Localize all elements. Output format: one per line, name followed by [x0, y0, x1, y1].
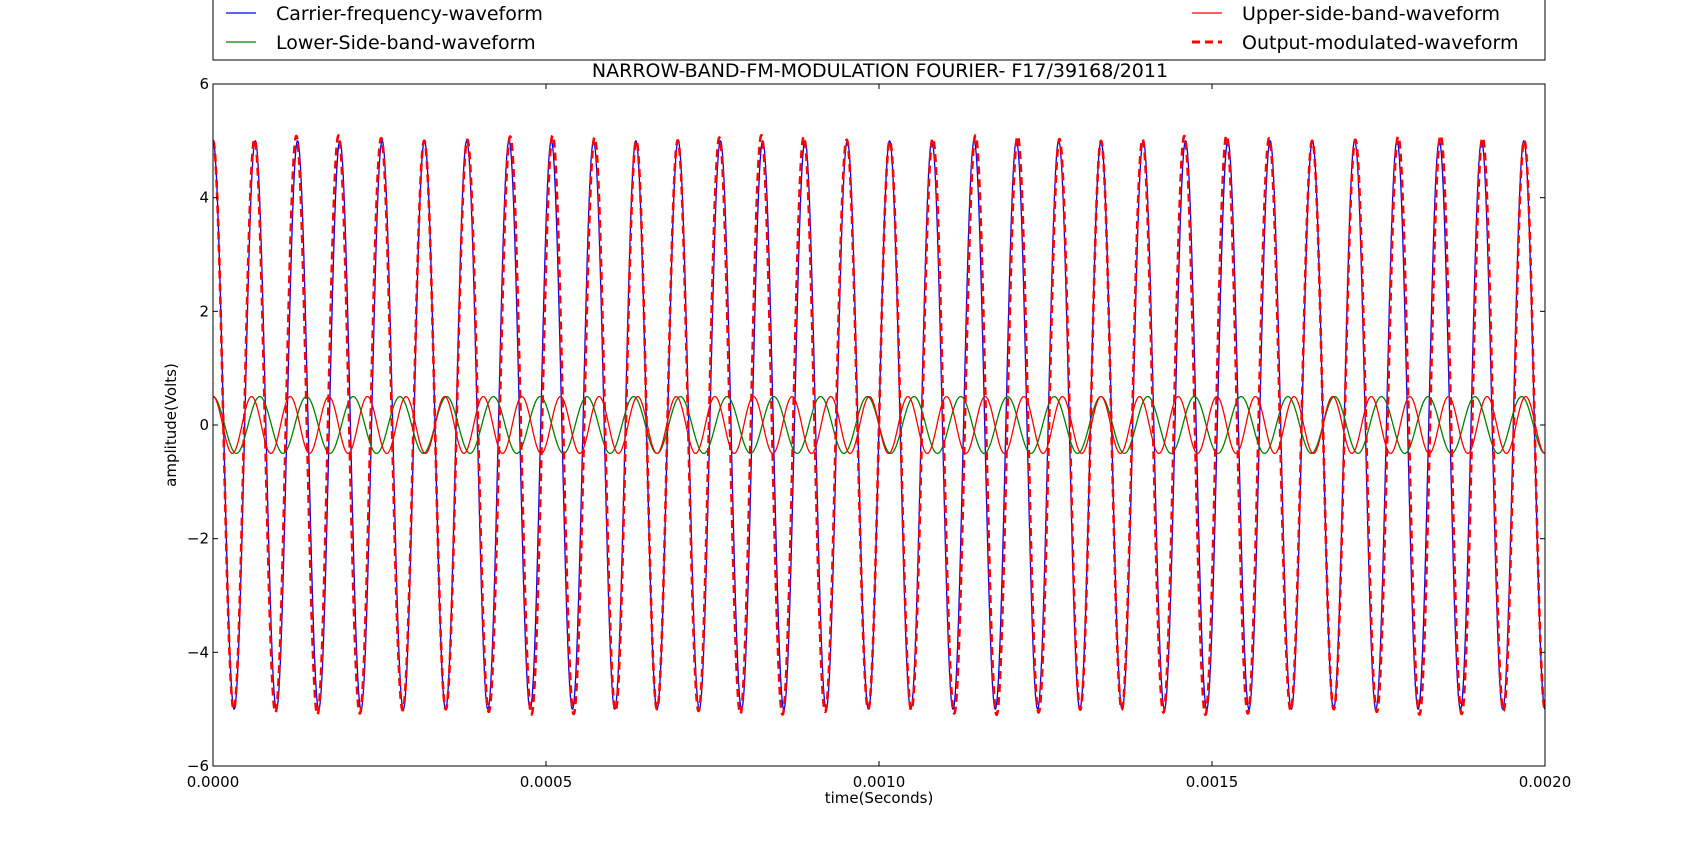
legend-label: Output-modulated-waveform: [1242, 32, 1518, 54]
series-output-modulated-line: [213, 133, 1545, 717]
legend-label: Lower-Side-band-waveform: [276, 32, 536, 54]
legend: Carrier-frequency-waveform Lower-Side-ban…: [212, 0, 1546, 61]
x-tick-label: 0.0000: [187, 773, 240, 791]
x-tick-label: 0.0015: [1186, 773, 1239, 791]
chart-title: NARROW-BAND-FM-MODULATION FOURIER- F17/3…: [592, 60, 1168, 82]
y-tick-label: 2: [199, 302, 209, 320]
y-axis-label: amplitude(Volts): [162, 363, 180, 487]
legend-entry-lower-sideband: Lower-Side-band-waveform: [226, 32, 536, 54]
y-tick-label: 6: [199, 75, 209, 93]
legend-label: Carrier-frequency-waveform: [276, 3, 543, 25]
y-tick-label: −2: [187, 530, 209, 548]
x-tick-label: 0.0005: [520, 773, 573, 791]
y-tick-label: 0: [199, 416, 209, 434]
series-group: [213, 133, 1545, 717]
x-tick-label: 0.0020: [1519, 773, 1572, 791]
legend-entry-carrier: Carrier-frequency-waveform: [226, 3, 543, 25]
x-axis-ticks: 0.0000 0.0005 0.0010 0.0015 0.0020: [187, 84, 1572, 791]
y-tick-label: 4: [199, 189, 209, 207]
y-tick-label: −4: [187, 643, 209, 661]
y-axis-ticks: 6 4 2 0 −2 −4 −6: [187, 75, 1545, 775]
legend-box: [212, 0, 1546, 61]
x-axis-label: time(Seconds): [825, 789, 934, 807]
y-tick-label: −6: [187, 757, 209, 775]
legend-entry-output-modulated: Output-modulated-waveform: [1192, 32, 1518, 54]
x-tick-label: 0.0010: [853, 773, 906, 791]
legend-entry-upper-sideband: Upper-side-band-waveform: [1192, 3, 1500, 25]
legend-label: Upper-side-band-waveform: [1242, 3, 1500, 25]
